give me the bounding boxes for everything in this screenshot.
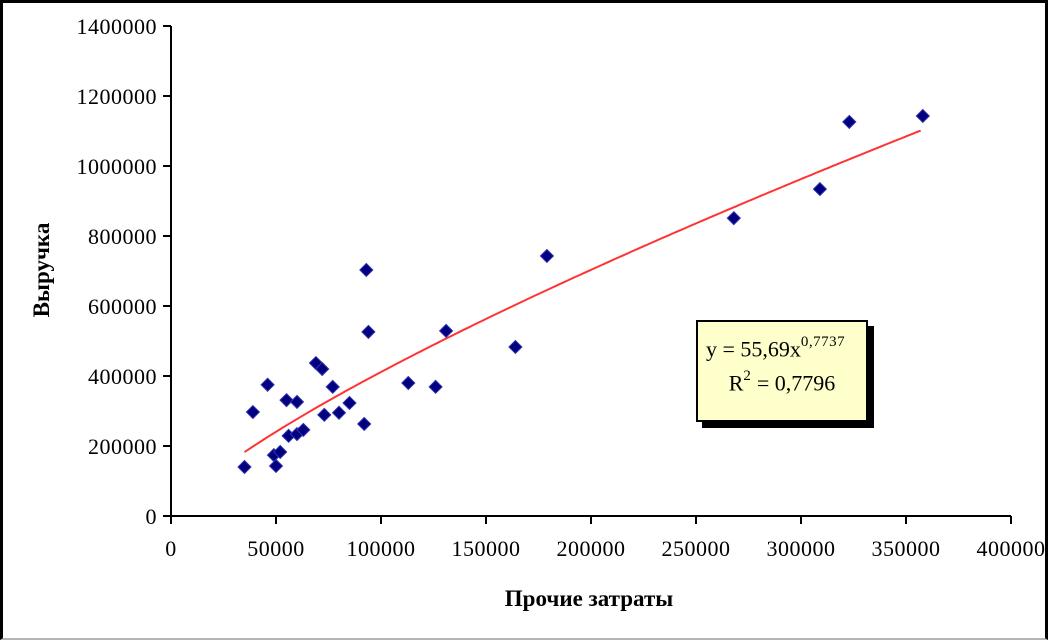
data-point-marker	[428, 379, 443, 395]
y-axis-title: Выручка	[29, 222, 54, 318]
data-point-marker	[915, 108, 931, 124]
data-point-marker	[401, 375, 416, 391]
data-point-marker	[314, 361, 330, 377]
data-point-marker	[268, 458, 284, 474]
data-point-marker	[812, 181, 828, 197]
data-point-marker	[279, 392, 294, 408]
y-axis-tick-label: 400000	[88, 364, 157, 389]
data-point-marker	[539, 248, 555, 264]
data-point-marker	[438, 323, 454, 339]
axes-lines	[170, 26, 1011, 517]
x-axis-tick-label: 150000	[452, 536, 521, 561]
data-point-marker	[842, 114, 857, 130]
x-axis-tick-label: 350000	[872, 536, 941, 561]
data-point-marker	[296, 422, 311, 438]
x-axis-tick-label: 100000	[347, 536, 416, 561]
data-point-marker	[342, 395, 357, 411]
y-axis-tick-label: 600000	[88, 294, 157, 319]
trendline-equation-box: y = 55,69x0,7737 R2 = 0,7796	[696, 320, 868, 422]
y-axis-tick-label: 200000	[88, 434, 157, 459]
data-point-marker	[325, 379, 340, 395]
x-axis-tick-label: 400000	[977, 536, 1046, 561]
y-axis-tick-label: 800000	[88, 224, 157, 249]
trendline-equation: y = 55,69x0,7737	[706, 334, 846, 362]
data-point-marker	[245, 404, 261, 420]
data-point-marker	[317, 407, 332, 423]
x-axis-tick-label: 250000	[662, 536, 731, 561]
x-axis-title: Прочие затраты	[504, 586, 674, 611]
y-axis-tick-label: 1400000	[77, 14, 158, 39]
data-point-marker	[331, 405, 347, 420]
x-axis-tick-label: 300000	[767, 536, 836, 561]
data-point-marker	[289, 394, 305, 410]
x-axis-tick-label: 0	[165, 536, 177, 561]
data-point-marker	[356, 416, 372, 432]
data-point-marker	[726, 210, 742, 226]
data-point-marker	[361, 324, 376, 340]
x-axis-tick-label: 50000	[247, 536, 305, 561]
x-axis-tick-label: 200000	[557, 536, 626, 561]
trendline	[243, 129, 922, 453]
y-axis-tick-label: 1000000	[77, 154, 158, 179]
data-point-marker	[260, 377, 275, 392]
r-squared-value: R2 = 0,7796	[728, 368, 836, 396]
data-point-marker	[508, 339, 523, 355]
data-point-marker	[359, 262, 374, 278]
data-point-marker	[237, 459, 252, 475]
data-point-marker	[272, 444, 288, 460]
y-axis-tick-label: 0	[146, 504, 158, 529]
y-axis-tick-label: 1200000	[77, 84, 158, 109]
scatter-plot: 0200000400000600000800000100000012000001…	[77, 14, 1046, 561]
